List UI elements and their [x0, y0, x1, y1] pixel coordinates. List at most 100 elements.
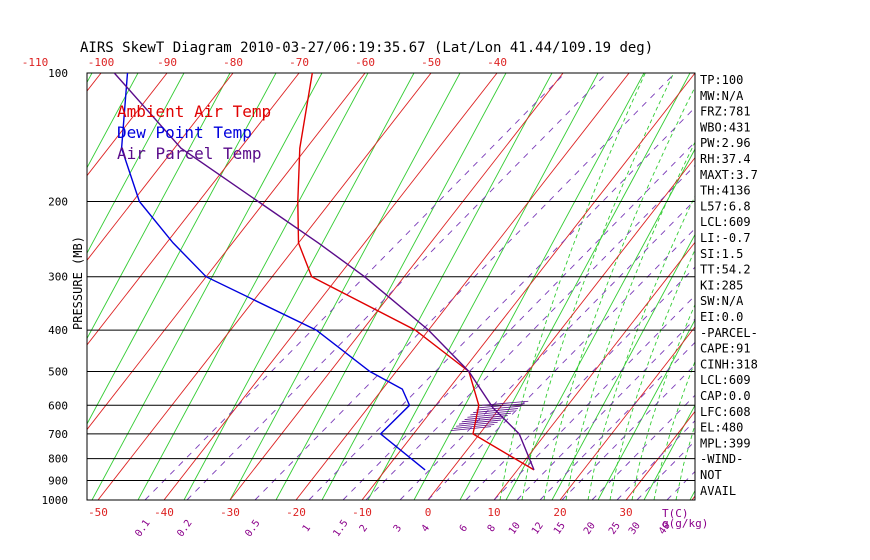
isotherm-line [625, 410, 695, 500]
dry-adiabat-line [551, 233, 695, 500]
mixing-ratio-line [186, 73, 608, 500]
bottom-temp-tick-label: 20 [553, 506, 566, 519]
mixing-ratio-tick-label: 30 [627, 520, 643, 536]
series-line-3 [113, 73, 535, 471]
bottom-temp-tick-label: -50 [88, 506, 108, 519]
mixing-ratio-tick-label: 0.2 [175, 518, 194, 539]
isotherm-line [295, 73, 630, 500]
top-temp-tick-label: -40 [487, 56, 507, 69]
bottom-temp-tick-label: 30 [619, 506, 632, 519]
isotherm-line [493, 241, 695, 500]
isotherm-line [229, 73, 564, 500]
chart-title: AIRS SkewT Diagram 2010-03-27/06:19:35.6… [80, 40, 653, 56]
isotherm-line [87, 73, 366, 431]
moist-adiabat-line [499, 73, 646, 500]
isotherm-line [427, 156, 695, 500]
stat-value: TP:100 [700, 73, 743, 87]
stat-value: RH:37.4 [700, 152, 751, 166]
legend-entry: Ambient Air Temp [117, 102, 271, 121]
legend-entry: Dew Point Temp [117, 123, 252, 142]
top-temp-tick-label: -100 [88, 56, 115, 69]
bottom-temp-tick-label: -30 [220, 506, 240, 519]
moist-adiabat-line [565, 141, 695, 500]
stat-value: MW:N/A [700, 89, 744, 103]
bottom-temp-tick-label: 10 [487, 506, 500, 519]
moist-adiabat-line [675, 423, 695, 500]
moist-adiabat-line [587, 195, 695, 500]
cape-hatch-line [476, 405, 522, 411]
mixing-ratio-unit-label: q(g/kg) [662, 517, 708, 530]
pressure-tick-label: 300 [48, 271, 68, 284]
cape-hatch-line [456, 421, 498, 427]
cape-hatch-line [458, 419, 501, 425]
mixing-ratio-tick-label: 10 [507, 520, 523, 536]
mixing-ratio-line [144, 73, 566, 500]
stat-value: LFC:608 [700, 405, 751, 419]
mixing-ratio-line [539, 341, 695, 500]
mixing-ratio-line [516, 318, 695, 500]
stat-value: MAXT:3.7 [700, 168, 758, 182]
mixing-ratio-tick-label: 4 [420, 523, 432, 534]
mixing-ratio-line [465, 266, 695, 500]
dry-adiabat-line [828, 73, 870, 500]
dry-adiabat-line [275, 73, 507, 500]
pressure-tick-label: 1000 [42, 494, 69, 507]
moist-adiabat-line [521, 73, 675, 500]
dry-adiabat-line [0, 73, 46, 500]
stat-value: L57:6.8 [700, 199, 751, 213]
stat-value: CINH:318 [700, 357, 758, 371]
mixing-ratio-tick-label: 3 [392, 523, 404, 534]
stat-value: LCL:609 [700, 373, 751, 387]
dry-adiabat-line [643, 404, 695, 500]
top-temp-tick-label: -90 [157, 56, 177, 69]
top-temp-tick-label: -110 [22, 56, 49, 69]
moist-adiabat-line [742, 73, 870, 500]
dry-adiabat-line [87, 73, 277, 425]
stat-value: MPL:399 [700, 436, 751, 450]
mixing-ratio-line [636, 440, 695, 500]
cape-hatch-line [450, 426, 492, 432]
top-temp-tick-label: -70 [289, 56, 309, 69]
bottom-temp-tick-label: -40 [154, 506, 174, 519]
mixing-ratio-line [427, 227, 695, 500]
pressure-tick-label: 900 [48, 474, 68, 487]
stat-value: FRZ:781 [700, 105, 751, 119]
mixing-ratio-tick-label: 1 [301, 523, 313, 534]
pressure-tick-label: 500 [48, 365, 68, 378]
dry-adiabat-line [87, 73, 139, 169]
dry-adiabat-line [782, 73, 870, 500]
moist-adiabat-line [786, 73, 870, 500]
mixing-ratio-tick-label: 15 [552, 520, 568, 536]
pressure-tick-label: 200 [48, 196, 68, 209]
stat-value: SI:1.5 [700, 247, 743, 261]
stat-value: AVAIL [700, 484, 736, 498]
bottom-temp-tick-label: -10 [352, 506, 372, 519]
isotherm-line [97, 73, 432, 500]
cape-hatch-line [467, 412, 512, 418]
mixing-ratio-line [561, 364, 695, 500]
mixing-ratio-tick-label: 12 [530, 520, 546, 536]
pressure-tick-label: 700 [48, 428, 68, 441]
dry-adiabat-line [229, 73, 461, 500]
top-temp-tick-label: -60 [355, 56, 375, 69]
mixing-ratio-tick-label: 1.5 [331, 518, 350, 539]
cape-hatch-line [479, 403, 525, 409]
mixing-ratio-line [616, 420, 695, 500]
isotherm-line [0, 73, 35, 500]
moist-adiabat-line [764, 73, 870, 500]
dry-adiabat-line [459, 73, 691, 500]
mixing-ratio-line [342, 141, 695, 500]
mixing-ratio-line [365, 164, 695, 500]
mixing-ratio-line [254, 73, 676, 500]
dry-adiabat-line [367, 73, 599, 500]
mixing-ratio-tick-label: 0.1 [133, 518, 152, 539]
series-line-2 [120, 73, 426, 471]
stat-value: CAPE:91 [700, 342, 751, 356]
stat-value: EI:0.0 [700, 310, 743, 324]
dry-adiabat-line [736, 73, 870, 500]
stat-value: KI:285 [700, 278, 743, 292]
dry-adiabat-line [137, 73, 369, 500]
dry-adiabat-line [87, 73, 185, 255]
stat-value: NOT [700, 468, 722, 482]
pressure-tick-label: 400 [48, 324, 68, 337]
